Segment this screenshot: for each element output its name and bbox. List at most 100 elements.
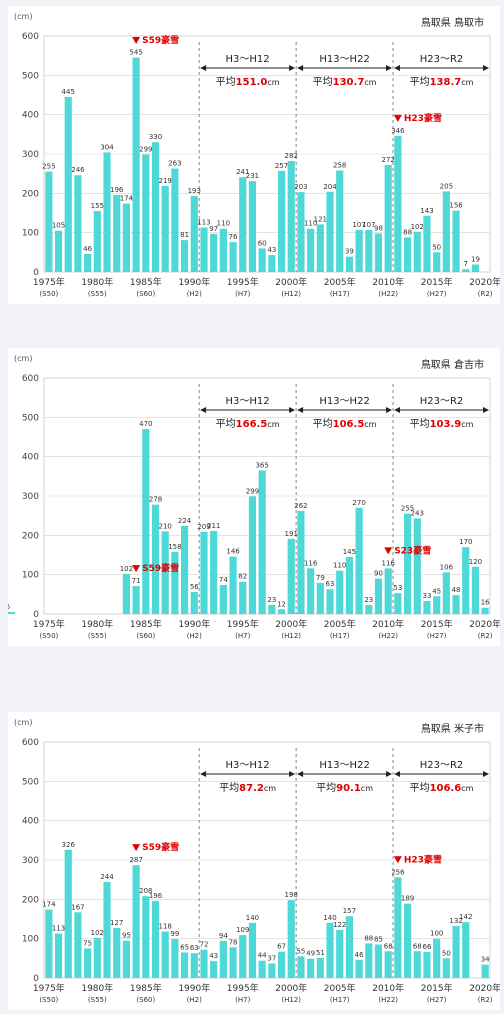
- arrowhead-right: [289, 407, 296, 413]
- bar-2016: [442, 572, 450, 614]
- value-label-2011: 256: [391, 868, 405, 876]
- average-value: 166.5: [236, 419, 268, 430]
- bar-1987: [161, 531, 169, 614]
- arrowhead-right: [483, 407, 489, 413]
- bar-1990: [190, 591, 198, 614]
- bar-2005: [336, 930, 344, 978]
- y-tick-label: 500: [22, 777, 39, 787]
- value-label-1993: 94: [219, 932, 228, 940]
- bar-1993: [219, 584, 227, 614]
- value-label-1979: 75: [83, 940, 92, 948]
- bar-1993: [219, 941, 227, 978]
- value-label-1980: 155: [91, 202, 104, 210]
- value-label-1980: 102: [91, 929, 104, 937]
- chart-title: 鳥取県 米子市: [421, 722, 484, 735]
- bar-1990: [190, 953, 198, 978]
- value-label-1991: 72: [200, 941, 209, 949]
- bar-1990: [190, 196, 198, 272]
- value-label-1986: 330: [149, 133, 162, 141]
- value-label-1977: 326: [62, 841, 76, 849]
- bar-1995: [239, 935, 247, 978]
- bar-2009: [374, 233, 383, 272]
- bar-1982: [113, 928, 121, 978]
- period-average: 平均87.2cm: [219, 782, 276, 794]
- average-value: 90.1: [336, 783, 361, 794]
- value-label-2002: 110: [304, 220, 317, 228]
- bar-1988: [171, 168, 179, 272]
- bar-1994: [229, 947, 237, 978]
- value-label-1994: 146: [226, 548, 240, 556]
- value-label-2018: 7: [464, 260, 468, 268]
- bar-2014: [423, 215, 431, 272]
- unit-label: (cm): [14, 718, 32, 727]
- value-label-1995: 109: [236, 926, 249, 934]
- bar-1975: [45, 171, 53, 272]
- value-label-2018: 170: [459, 538, 472, 546]
- value-label-2017: 48: [452, 586, 461, 594]
- value-label-2000: 191: [285, 530, 298, 538]
- arrowhead-left: [297, 65, 304, 71]
- value-label-1999: 257: [275, 162, 288, 170]
- value-label-1979: 46: [83, 245, 92, 253]
- value-label-2020: 16: [481, 599, 490, 607]
- average-unit: cm: [461, 420, 473, 429]
- bar-2006: [345, 916, 354, 978]
- bar-1984: [132, 57, 140, 273]
- unit-label: (cm): [14, 354, 32, 363]
- bar-2003: [316, 582, 324, 614]
- value-label-1976: 113: [52, 925, 65, 933]
- value-label-1990: 63: [190, 944, 199, 952]
- value-label-2012: 88: [403, 228, 412, 236]
- x-tick-label: 1995年: [227, 276, 259, 288]
- x-tick-label: 2020年: [469, 276, 500, 288]
- bar-2013: [413, 518, 421, 614]
- event-label: S59豪雪: [142, 34, 179, 46]
- value-label-1995: 82: [238, 573, 247, 581]
- value-label-2005: 110: [333, 562, 346, 570]
- value-label-2012: 255: [401, 505, 414, 513]
- average-value: 103.9: [430, 419, 462, 430]
- x-tick-label: 1990年: [178, 618, 210, 630]
- bar-2001: [297, 510, 305, 614]
- event-marker: [132, 844, 141, 852]
- arrowhead-right: [483, 65, 489, 71]
- value-label-2004: 204: [323, 183, 337, 191]
- period-label: H3～H12: [226, 54, 270, 65]
- value-label-1985: 299: [139, 145, 152, 153]
- value-label-1987: 118: [159, 923, 172, 931]
- bar-1984: [132, 865, 140, 978]
- era-tick-label: (H12): [281, 290, 301, 298]
- era-tick-label: (R2): [478, 290, 493, 298]
- era-tick-label: (H7): [235, 632, 250, 640]
- average-value: 130.7: [333, 77, 365, 88]
- period-average: 平均90.1cm: [316, 782, 373, 794]
- bar-2011: [394, 135, 402, 272]
- y-tick-label: 400: [22, 111, 39, 121]
- value-label-2005: 122: [333, 921, 346, 929]
- x-tick-label: 2005年: [324, 618, 356, 630]
- period-average: 平均166.5cm: [216, 418, 280, 430]
- x-tick-label: 2000年: [275, 982, 307, 994]
- bar-1999: [277, 609, 286, 614]
- value-label-2008: 88: [364, 934, 373, 942]
- value-label-2019: 19: [471, 256, 480, 264]
- value-label-2017: 156: [449, 202, 463, 210]
- era-tick-label: (H12): [281, 632, 301, 640]
- x-tick-label: 2015年: [421, 276, 453, 288]
- value-label-2007: 46: [355, 951, 364, 959]
- y-tick-label: 200: [22, 189, 39, 199]
- bar-1999: [277, 951, 286, 978]
- y-tick-label: 100: [22, 571, 39, 581]
- bar-1989: [180, 952, 189, 978]
- value-label-1975: 255: [42, 163, 55, 171]
- bar-1992: [210, 961, 218, 978]
- value-label-2013: 68: [413, 942, 422, 950]
- y-tick-label: 100: [22, 935, 39, 945]
- bar-1980: [93, 211, 101, 272]
- era-tick-label: (H2): [187, 996, 202, 1004]
- bar-1987: [161, 931, 169, 978]
- average-unit: cm: [267, 420, 279, 429]
- average-prefix: 平均: [410, 76, 430, 88]
- value-label-1975: 174: [42, 901, 56, 909]
- value-label-2011: 53: [393, 584, 402, 592]
